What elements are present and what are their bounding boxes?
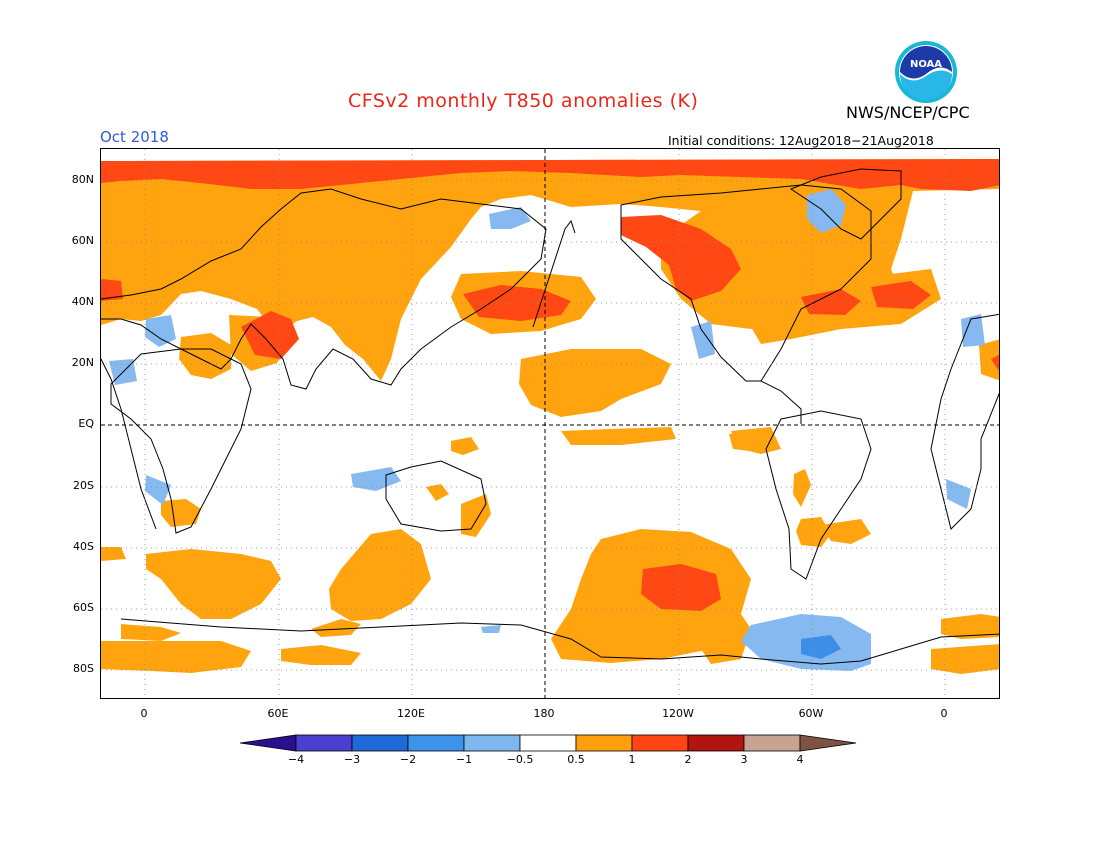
initial-conditions: Initial conditions: 12Aug2018−21Aug2018 bbox=[668, 133, 934, 148]
colorbar bbox=[240, 734, 857, 752]
map-title: CFSv2 monthly T850 anomalies (K) bbox=[348, 90, 699, 112]
lat-label: 60N bbox=[71, 234, 94, 247]
colorbar-cell bbox=[575, 734, 633, 752]
coastlines bbox=[101, 168, 999, 665]
lat-label: 80S bbox=[73, 662, 94, 675]
strong-positive-anomaly-regions bbox=[101, 159, 999, 611]
anomaly-map bbox=[100, 148, 1000, 699]
colorbar-cell bbox=[631, 734, 689, 752]
lat-label: 20N bbox=[71, 356, 94, 369]
lon-label: 120W bbox=[662, 707, 694, 720]
lon-label: 60W bbox=[798, 707, 824, 720]
colorbar-label: −4 bbox=[287, 753, 305, 766]
strong-negative-anomaly-regions bbox=[801, 635, 841, 659]
colorbar-cell bbox=[407, 734, 465, 752]
positive-anomaly-regions bbox=[101, 159, 999, 674]
lon-label: 0 bbox=[940, 707, 948, 720]
lat-label: 80N bbox=[71, 173, 94, 186]
colorbar-label: 2 bbox=[684, 753, 692, 766]
forecast-month: Oct 2018 bbox=[100, 128, 169, 146]
noaa-logo: NOAA bbox=[895, 41, 957, 103]
lat-label: 60S bbox=[73, 601, 94, 614]
colorbar-cell bbox=[799, 734, 857, 752]
colorbar-label: −0.5 bbox=[506, 753, 534, 766]
colorbar-label: −1 bbox=[455, 753, 473, 766]
colorbar-cell bbox=[687, 734, 745, 752]
colorbar-label: 1 bbox=[628, 753, 636, 766]
colorbar-label: 3 bbox=[740, 753, 748, 766]
colorbar-cell bbox=[351, 734, 409, 752]
colorbar-label: −3 bbox=[343, 753, 361, 766]
lat-label: 20S bbox=[73, 479, 94, 492]
colorbar-label: 4 bbox=[796, 753, 804, 766]
colorbar-cell bbox=[463, 734, 521, 752]
logo-text: NOAA bbox=[910, 59, 942, 70]
lat-label: 40S bbox=[73, 540, 94, 553]
lon-label: 0 bbox=[140, 707, 148, 720]
lon-label: 180 bbox=[533, 707, 555, 720]
equator-dateline bbox=[101, 149, 999, 698]
colorbar-cell bbox=[240, 734, 297, 752]
colorbar-label: −2 bbox=[399, 753, 417, 766]
colorbar-cell bbox=[743, 734, 801, 752]
lon-label: 60E bbox=[267, 707, 289, 720]
colorbar-cell bbox=[519, 734, 577, 752]
lat-label: 40N bbox=[71, 295, 94, 308]
colorbar-label: 0.5 bbox=[567, 753, 585, 766]
lat-label: EQ bbox=[78, 417, 94, 430]
lon-label: 120E bbox=[397, 707, 425, 720]
colorbar-cell bbox=[295, 734, 353, 752]
organization-label: NWS/NCEP/CPC bbox=[846, 103, 970, 122]
